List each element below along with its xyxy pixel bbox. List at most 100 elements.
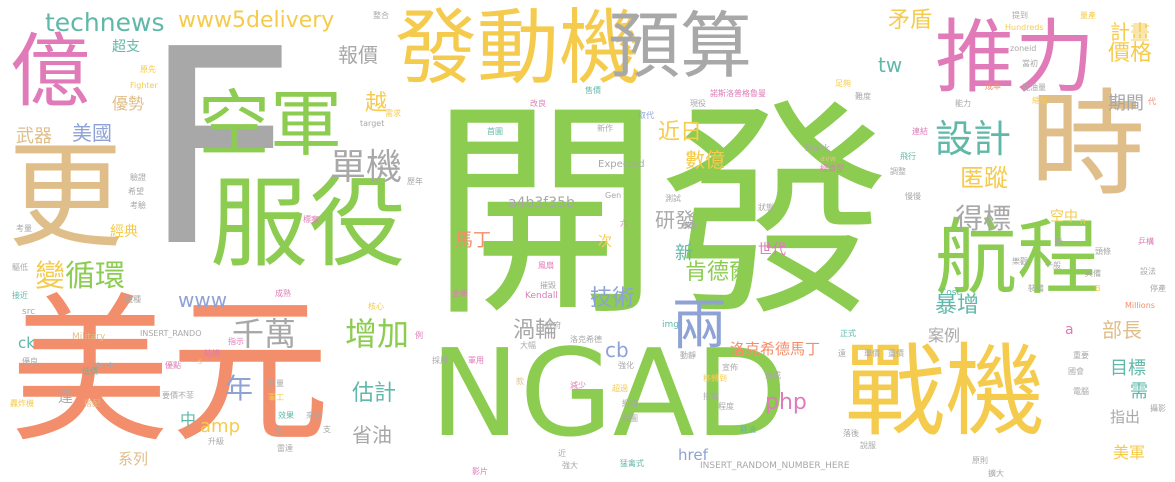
cloud-word: 成本 [985,82,1001,91]
cloud-word: 原則 [972,456,988,465]
cloud-word: 先 [275,427,283,436]
cloud-word: 測試 [665,194,681,203]
cloud-word: 開發 [430,81,891,348]
cloud-word: 系列 [118,450,149,468]
cloud-word: 變 [35,259,65,294]
cloud-word: 服役 [210,167,407,281]
cloud-word: 飛行 [900,152,916,161]
cloud-word: 六 [620,219,628,228]
cloud-word: 強化 [618,361,634,370]
cloud-word: 肯德爾 [685,260,752,285]
cloud-word: 超支 [112,39,140,55]
cloud-word: 核心 [368,302,384,311]
cloud-word: 期間 [1108,93,1144,114]
cloud-word: 得標 [955,202,1012,235]
cloud-word: 搭載 [703,392,719,401]
cloud-word: 億 [10,25,90,118]
cloud-word: 程度 [718,402,734,411]
cloud-word: 優勢 [112,94,145,113]
cloud-word: 指出 [1110,408,1141,426]
cloud-word: www [178,288,228,312]
cloud-word: 優良 [22,357,38,366]
cloud-word: 驗證 [130,173,146,182]
cloud-word: 洛克希德 [570,335,602,344]
cloud-word: 風扇 [538,261,554,270]
cloud-word: 達 [58,388,74,406]
cloud-word: INSERT_RANDOM_NUMBER_HERE [700,461,850,471]
cloud-word: 設計 [935,117,1012,161]
cloud-word: 結構 [204,349,220,358]
cloud-word: 全新 [452,289,468,298]
cloud-word: 取代 [638,111,654,120]
cloud-word: 優點 [165,361,181,370]
cloud-word: 世代 [758,242,786,258]
cloud-word: 正式 [840,329,856,338]
cloud-word: a [1065,322,1074,338]
cloud-word: 技術 [590,286,635,311]
cloud-word: 提到 [1012,11,1028,20]
cloud-word: a4b3f35b [508,195,575,211]
cloud-word: 耗油 [740,425,756,434]
cloud-word: ck [18,334,35,352]
cloud-word: 千萬 [232,315,297,353]
cloud-word: cb [605,338,629,362]
cloud-word: 指示 [228,337,244,346]
cloud-word: target [360,119,385,128]
cloud-word: 空中 [1050,209,1078,225]
cloud-word: img [662,320,679,330]
cloud-word: 停產 [1150,284,1166,293]
cloud-word: 渦輪 [513,318,558,343]
cloud-word: 數量 [268,379,284,388]
cloud-word: 成熟 [275,289,291,298]
cloud-word: 採用 [432,356,448,365]
cloud-word: amp [200,416,240,437]
cloud-word: 款 [516,377,524,386]
cloud-word: 國會 [1068,367,1084,376]
cloud-word: 年 [225,372,254,405]
cloud-word: 近日 [658,120,703,145]
cloud-word: Gen [605,191,622,200]
cloud-word: 網路 [622,399,638,408]
cloud-word: 遠 [838,349,846,358]
cloud-word: 戰機 [845,333,1045,450]
cloud-word: 樂觀 [1012,257,1028,266]
cloud-word: 軍用 [468,356,484,365]
cloud-word: 案例 [928,326,961,345]
cloud-word: 空軍 [198,82,343,166]
cloud-word: 矛盾 [888,8,933,33]
cloud-word: 轟炸機 [10,399,34,408]
cloud-word: 發動機 [395,1,642,96]
cloud-word: 改良 [530,99,546,108]
cloud-word: 例 [415,331,423,340]
cloud-word: 預算 [608,4,753,88]
cloud-word: 要價不菲 [162,391,194,400]
cloud-word: 一般 [1045,261,1061,270]
cloud-word: php [765,390,807,415]
cloud-word: 效果 [278,411,294,420]
cloud-word: href [678,446,708,464]
cloud-word: 摧毀 [540,281,556,290]
cloud-word: 首圖 [487,127,503,136]
cloud-word: 部長 [1102,318,1142,342]
cloud-word: www5delivery [178,8,335,33]
cloud-word: 標案 [303,215,319,224]
cloud-word: 美元 [10,278,331,465]
cloud-word: Kendall [525,291,558,301]
cloud-word: 希望 [128,187,144,196]
cloud-word: 數億 [685,148,725,172]
cloud-word: 驅低 [12,263,28,272]
cloud-word: 考量 [16,224,32,233]
cloud-word: 諾斯洛普格魯曼 [710,89,766,98]
cloud-word: 落後 [843,429,859,438]
cloud-word: 足夠 [835,79,851,88]
cloud-word: 調整 [890,167,906,176]
cloud-word: 來源 [306,411,322,420]
cloud-word: Fighter [130,81,158,90]
cloud-word: s [198,357,203,366]
cloud-word: 宣佈 [722,363,738,372]
cloud-word: 電腦 [1073,387,1089,396]
cloud-word: 猛禽式 [620,459,644,468]
cloud-word: zoneid [1010,44,1037,53]
cloud-word: 武器 [16,126,52,147]
cloud-word: 達成 [765,371,781,380]
